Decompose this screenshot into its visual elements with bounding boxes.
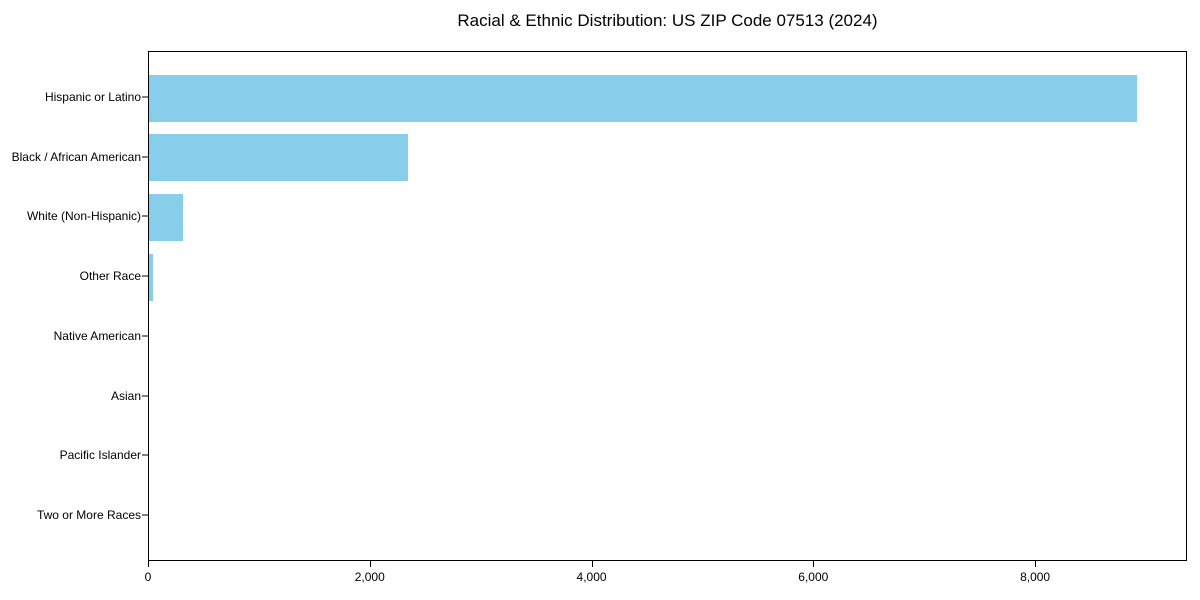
x-tick-label-0: 0 (144, 570, 152, 584)
x-tick-mark (369, 561, 371, 567)
x-tick-mark (148, 561, 149, 567)
x-tick-label-6000: 6,000 (798, 570, 829, 584)
y-tick-mark (142, 275, 148, 277)
y-tick-label-black-african-american: Black / African American (11, 149, 141, 164)
x-tick-label-2000: 2,000 (354, 570, 385, 584)
bar-black-african-american (149, 134, 408, 182)
y-tick-mark (142, 395, 148, 397)
x-tick-label-8000: 8,000 (1020, 570, 1051, 584)
y-tick-mark (142, 156, 148, 158)
y-tick-mark (142, 454, 148, 456)
x-tick-label-4000: 4,000 (576, 570, 607, 584)
y-tick-label-white-non-hispanic: White (Non-Hispanic) (26, 209, 141, 224)
y-tick-mark (142, 96, 148, 98)
bar-white-non-hispanic (149, 193, 183, 241)
bar-other-race (149, 253, 153, 301)
y-tick-label-native-american: Native American (53, 328, 141, 343)
x-tick-mark (813, 561, 815, 567)
y-tick-mark (142, 215, 148, 217)
y-tick-label-pacific-islander: Pacific Islander (59, 448, 141, 463)
x-tick-mark (1035, 561, 1037, 567)
y-tick-label-asian: Asian (110, 388, 141, 403)
y-tick-label-other-race: Other Race (79, 269, 141, 284)
chart-title: Racial & Ethnic Distribution: US ZIP Cod… (457, 11, 878, 30)
x-tick-mark (591, 561, 593, 567)
y-tick-mark (142, 335, 148, 337)
y-tick-mark (142, 514, 148, 516)
y-tick-label-two-or-more-races: Two or More Races (36, 508, 141, 522)
plot-area (148, 51, 1187, 561)
bar-hispanic-or-latino (149, 74, 1137, 122)
y-tick-label-hispanic-or-latino: Hispanic or Latino (44, 90, 141, 104)
